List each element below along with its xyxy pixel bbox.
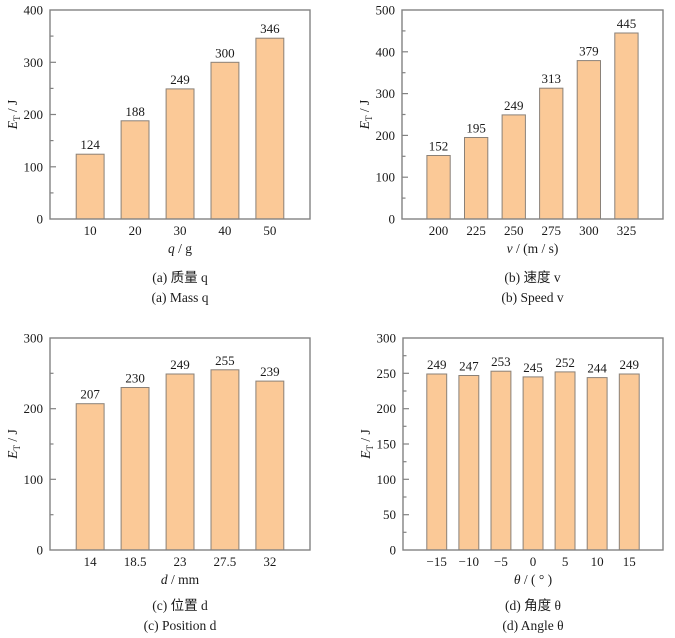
mass-bar-chart: 124 10 188 20 249 30 300 40 346 50 0 100 200 300 400 q … [5, 3, 311, 256]
caption-angle-zh: (d) 角度 θ [505, 598, 561, 613]
svg-text:445: 445 [617, 16, 637, 31]
svg-text:0: 0 [390, 543, 397, 558]
svg-text:249: 249 [620, 357, 640, 372]
caption-mass-zh: (a) 质量 q [152, 270, 208, 285]
svg-text:195: 195 [466, 121, 486, 136]
chart-angle: 249 −15 247 −10 253 −5 245 0 252 5 244 10 249 15 0 50 10… [335, 318, 675, 638]
caption-position-en: (c) Position d [143, 618, 217, 633]
svg-text:100: 100 [376, 170, 396, 185]
svg-text:150: 150 [377, 437, 397, 452]
caption-speed-en: (b) Speed v [501, 290, 564, 305]
svg-text:0: 0 [530, 554, 537, 569]
svg-text:379: 379 [579, 44, 599, 59]
svg-text:300: 300 [376, 86, 396, 101]
svg-text:ET / J: ET / J [5, 100, 22, 131]
svg-text:225: 225 [466, 223, 486, 238]
svg-text:253: 253 [491, 354, 511, 369]
svg-text:313: 313 [542, 71, 562, 86]
svg-text:244: 244 [587, 361, 607, 376]
svg-text:0: 0 [37, 543, 44, 558]
svg-text:200: 200 [377, 401, 397, 416]
svg-text:200: 200 [24, 107, 44, 122]
svg-text:252: 252 [555, 355, 575, 370]
svg-text:247: 247 [459, 359, 479, 374]
svg-text:27.5: 27.5 [214, 554, 237, 569]
svg-text:325: 325 [617, 223, 637, 238]
svg-text:249: 249 [504, 98, 524, 113]
svg-text:14: 14 [84, 554, 98, 569]
caption-angle-en: (d) Angle θ [502, 618, 564, 633]
svg-text:300: 300 [24, 55, 44, 70]
svg-text:239: 239 [260, 364, 280, 379]
svg-text:152: 152 [429, 139, 449, 154]
svg-text:245: 245 [523, 360, 543, 375]
svg-text:207: 207 [80, 387, 100, 402]
chart-mass: 124 10 188 20 249 30 300 40 346 50 0 100 200 300 400 q … [0, 0, 338, 318]
svg-text:300: 300 [24, 331, 44, 346]
svg-text:188: 188 [125, 104, 145, 119]
svg-text:10: 10 [591, 554, 604, 569]
svg-text:50: 50 [383, 507, 396, 522]
svg-text:θ / ( ° ): θ / ( ° ) [514, 572, 552, 587]
speed-bar-chart: 152 200 195 225 249 250 313 275 379 300 445 325 0 100… [357, 3, 664, 256]
svg-text:300: 300 [579, 223, 599, 238]
svg-text:346: 346 [260, 21, 280, 36]
svg-text:100: 100 [377, 472, 397, 487]
svg-text:q / g: q / g [168, 241, 192, 256]
svg-text:20: 20 [129, 223, 142, 238]
svg-text:0: 0 [389, 212, 396, 227]
chart-speed: 152 200 195 225 249 250 313 275 379 300 445 325 0 100… [335, 0, 675, 318]
svg-text:40: 40 [218, 223, 231, 238]
svg-text:200: 200 [24, 401, 44, 416]
svg-text:255: 255 [215, 353, 235, 368]
svg-text:300: 300 [215, 45, 235, 60]
svg-text:100: 100 [24, 472, 44, 487]
svg-text:200: 200 [429, 223, 449, 238]
svg-text:249: 249 [170, 72, 190, 87]
svg-text:−5: −5 [494, 554, 508, 569]
svg-text:50: 50 [263, 223, 276, 238]
svg-text:500: 500 [376, 3, 396, 18]
svg-text:ET / J: ET / J [5, 429, 22, 460]
svg-text:v / (m / s): v / (m / s) [507, 241, 559, 256]
svg-text:23: 23 [174, 554, 187, 569]
svg-text:d / mm: d / mm [161, 572, 200, 587]
svg-text:−10: −10 [459, 554, 479, 569]
svg-text:30: 30 [174, 223, 187, 238]
svg-text:ET / J: ET / J [357, 100, 374, 131]
svg-text:400: 400 [376, 44, 396, 59]
svg-text:10: 10 [84, 223, 97, 238]
svg-text:300: 300 [377, 331, 397, 346]
svg-text:275: 275 [542, 223, 562, 238]
svg-text:400: 400 [24, 3, 44, 18]
caption-speed-zh: (b) 速度 v [504, 270, 561, 285]
svg-text:100: 100 [24, 159, 44, 174]
svg-text:250: 250 [504, 223, 524, 238]
svg-text:230: 230 [125, 371, 145, 386]
svg-text:250: 250 [377, 366, 397, 381]
svg-text:0: 0 [37, 212, 44, 227]
svg-text:5: 5 [562, 554, 569, 569]
svg-text:249: 249 [427, 357, 447, 372]
position-bar-chart: 207 14 230 18.5 249 23 255 27.5 239 32 0 100 200 300 d… [5, 331, 311, 587]
svg-text:124: 124 [80, 137, 100, 152]
svg-text:200: 200 [376, 128, 396, 143]
caption-position-zh: (c) 位置 d [152, 598, 208, 613]
caption-mass-en: (a) Mass q [151, 290, 209, 305]
svg-text:ET / J: ET / J [358, 429, 375, 460]
svg-text:18.5: 18.5 [124, 554, 147, 569]
svg-text:−15: −15 [427, 554, 447, 569]
angle-bar-chart: 249−15247−10253−524502525244102491505010… [358, 331, 664, 587]
svg-text:15: 15 [623, 554, 636, 569]
chart-position: 207 14 230 18.5 249 23 255 27.5 239 32 0 100 200 300 d… [0, 318, 338, 638]
svg-text:32: 32 [263, 554, 276, 569]
svg-text:249: 249 [170, 357, 190, 372]
